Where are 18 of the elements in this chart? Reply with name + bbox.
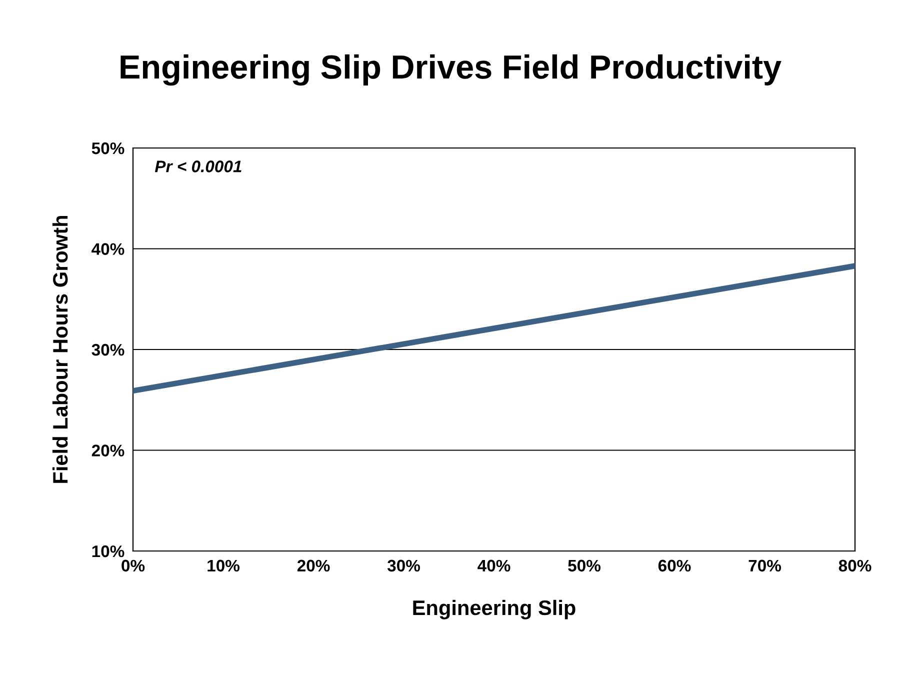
- x-tick-label: 30%: [387, 560, 420, 572]
- x-tick-label: 70%: [748, 560, 781, 572]
- y-axis-title: Field Labour Hours Growth: [52, 216, 68, 483]
- y-tick-label: 10%: [92, 545, 124, 558]
- y-tick-label: 30%: [92, 344, 124, 356]
- x-tick-label: 60%: [658, 560, 691, 572]
- y-tick-label: 40%: [92, 243, 124, 255]
- y-tick-label: 20%: [92, 444, 124, 456]
- x-tick-label: 40%: [478, 560, 510, 572]
- x-tick-label: 20%: [297, 560, 330, 572]
- x-tick-label: 50%: [568, 560, 600, 572]
- x-axis-title: Engineering Slip: [413, 600, 576, 620]
- annotation: Pr < 0.0001: [154, 160, 242, 172]
- y-tick-label: 50%: [92, 142, 124, 154]
- x-tick-label: 0%: [122, 560, 145, 572]
- x-tick-label: 80%: [838, 560, 872, 572]
- x-tick-label: 10%: [208, 560, 240, 572]
- chart-title: Engineering Slip Drives Field Productivity: [120, 54, 782, 86]
